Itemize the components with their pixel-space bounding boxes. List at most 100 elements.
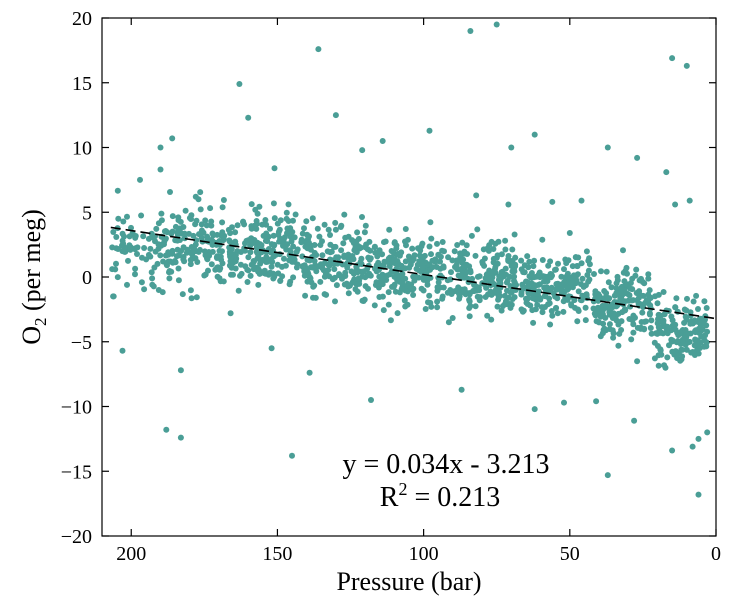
data-point bbox=[679, 336, 686, 343]
data-point bbox=[565, 285, 572, 291]
data-point bbox=[509, 246, 516, 253]
data-point-outlier bbox=[669, 55, 676, 62]
data-point-outlier bbox=[368, 397, 374, 403]
data-point bbox=[439, 295, 446, 302]
data-point bbox=[113, 260, 119, 267]
data-point bbox=[658, 351, 665, 358]
data-point bbox=[561, 266, 567, 273]
data-point bbox=[531, 274, 538, 281]
data-point bbox=[690, 298, 697, 305]
data-point bbox=[692, 336, 699, 343]
data-point bbox=[349, 253, 356, 259]
data-point bbox=[298, 236, 305, 243]
data-point bbox=[171, 258, 178, 264]
data-point bbox=[253, 244, 260, 251]
data-point bbox=[563, 260, 570, 267]
data-point bbox=[585, 267, 592, 274]
data-point bbox=[641, 280, 648, 287]
data-point bbox=[562, 295, 569, 302]
data-point bbox=[275, 270, 282, 277]
data-point bbox=[305, 239, 312, 246]
data-point bbox=[701, 298, 708, 305]
data-point bbox=[451, 248, 458, 255]
data-point bbox=[257, 260, 264, 267]
data-point bbox=[484, 312, 491, 319]
data-point bbox=[115, 215, 122, 222]
data-point bbox=[247, 238, 254, 245]
data-point bbox=[484, 245, 491, 252]
data-point bbox=[602, 302, 609, 309]
data-point bbox=[648, 317, 655, 324]
data-point bbox=[321, 221, 328, 228]
data-point bbox=[496, 289, 502, 296]
data-point bbox=[244, 279, 251, 285]
data-point bbox=[177, 218, 184, 225]
data-point bbox=[309, 215, 316, 222]
data-point bbox=[207, 205, 214, 212]
data-point bbox=[687, 312, 694, 319]
data-point bbox=[406, 256, 413, 263]
data-point bbox=[668, 338, 675, 345]
data-point bbox=[660, 289, 667, 295]
data-point bbox=[524, 278, 531, 285]
data-point bbox=[323, 291, 330, 298]
data-point bbox=[605, 279, 612, 286]
data-point bbox=[119, 242, 125, 249]
data-point bbox=[613, 285, 620, 292]
data-point bbox=[496, 273, 503, 280]
data-point bbox=[539, 236, 546, 243]
data-point bbox=[282, 262, 289, 269]
data-point bbox=[303, 218, 310, 225]
data-point-outlier bbox=[634, 154, 641, 161]
data-point bbox=[226, 251, 233, 258]
data-point bbox=[338, 247, 345, 254]
data-point bbox=[485, 291, 491, 298]
data-point bbox=[505, 256, 512, 263]
data-point bbox=[530, 319, 537, 326]
y-tick-label: −10 bbox=[61, 397, 92, 419]
data-point bbox=[336, 271, 343, 278]
data-point bbox=[172, 237, 179, 244]
data-point bbox=[316, 233, 323, 240]
data-point bbox=[655, 311, 662, 318]
data-point bbox=[600, 326, 607, 333]
data-point bbox=[359, 297, 366, 304]
data-point bbox=[109, 244, 116, 251]
data-point bbox=[679, 346, 686, 353]
data-point bbox=[262, 217, 269, 223]
data-point bbox=[371, 243, 378, 250]
data-point bbox=[281, 255, 287, 262]
data-point bbox=[172, 223, 179, 230]
data-point bbox=[638, 319, 645, 325]
data-point bbox=[545, 262, 552, 269]
data-point bbox=[158, 217, 165, 224]
data-point bbox=[327, 232, 333, 238]
data-point bbox=[180, 256, 187, 263]
data-point bbox=[610, 330, 617, 337]
data-point bbox=[410, 273, 417, 280]
data-point-outlier bbox=[695, 491, 702, 498]
data-point bbox=[202, 271, 209, 278]
data-point bbox=[664, 354, 671, 361]
data-point bbox=[703, 305, 710, 311]
data-point bbox=[410, 292, 417, 298]
data-point bbox=[203, 222, 210, 229]
data-point bbox=[247, 249, 254, 256]
data-point-outlier bbox=[593, 398, 600, 405]
data-point bbox=[188, 216, 194, 222]
data-point-outlier bbox=[359, 147, 366, 154]
data-point bbox=[683, 346, 690, 353]
data-point bbox=[152, 238, 158, 245]
data-point bbox=[476, 273, 483, 280]
data-point bbox=[539, 309, 546, 316]
data-point bbox=[253, 264, 260, 271]
data-point bbox=[699, 326, 706, 333]
data-point bbox=[391, 281, 398, 288]
data-point bbox=[333, 282, 340, 289]
data-point-outlier bbox=[271, 165, 278, 172]
data-point bbox=[335, 254, 342, 261]
data-point bbox=[604, 295, 611, 302]
data-point bbox=[404, 301, 411, 308]
data-point bbox=[364, 246, 371, 253]
data-point bbox=[440, 284, 447, 291]
